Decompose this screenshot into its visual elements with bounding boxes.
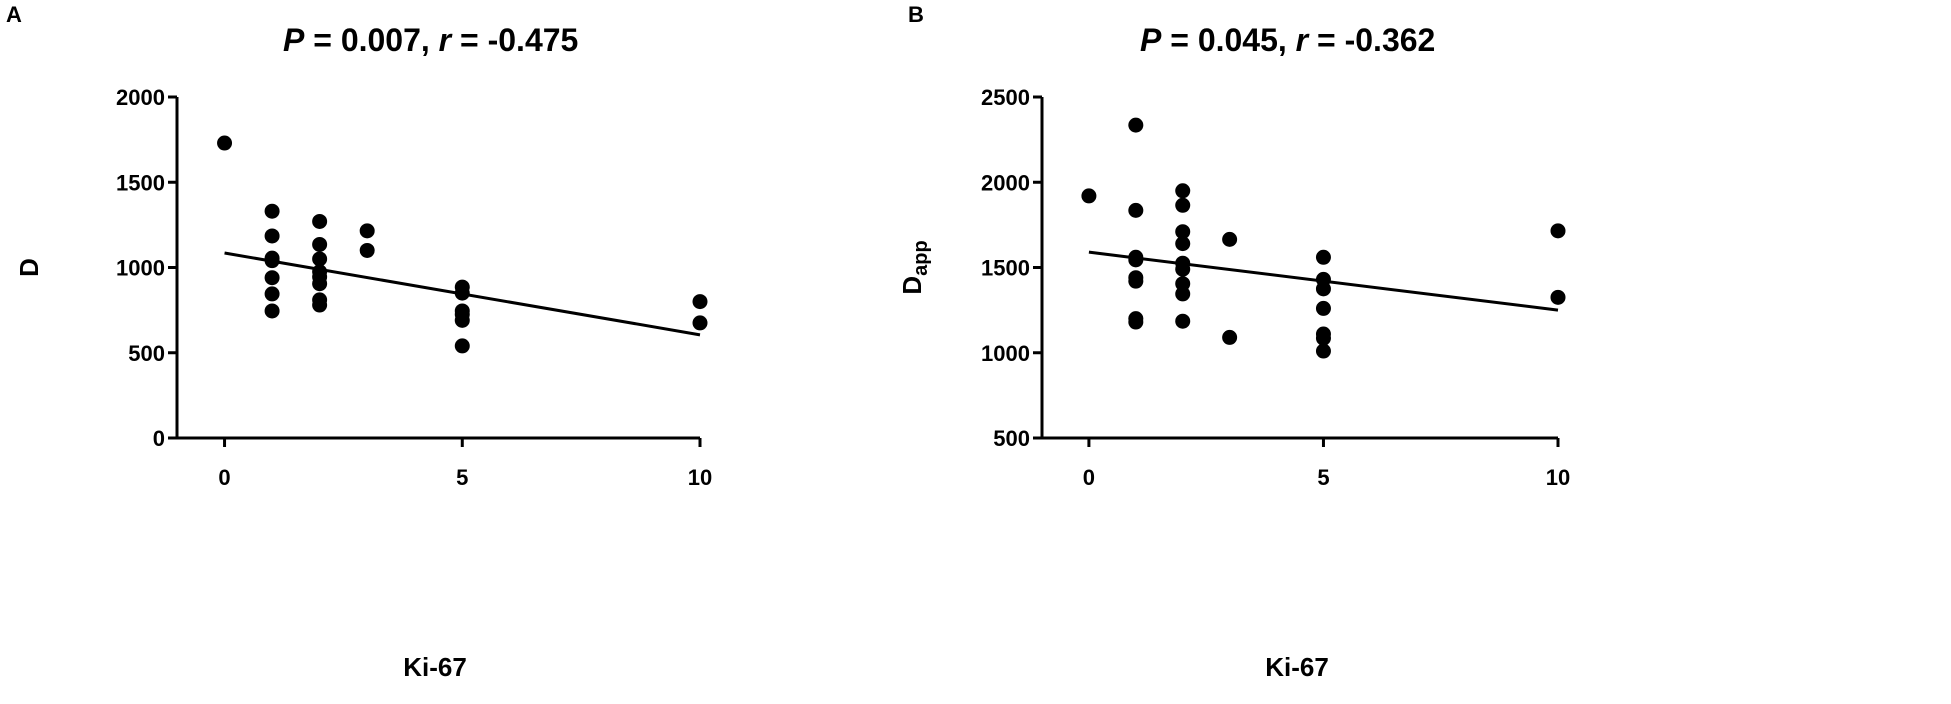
data-point <box>1175 224 1191 240</box>
x-tick-label: 5 <box>1317 465 1329 490</box>
y-tick-label: 2500 <box>981 85 1030 110</box>
r-value: = -0.475 <box>451 22 579 58</box>
data-point <box>1550 289 1566 305</box>
y-axis-label-main: D <box>14 258 44 277</box>
data-point <box>312 251 328 267</box>
chart-panel-a: A P = 0.007, r = -0.475 0 500 1000 1500 2000… <box>0 0 975 704</box>
data-point <box>1175 183 1191 199</box>
data-point <box>1128 202 1144 218</box>
y-tick-label: 1000 <box>116 256 165 281</box>
data-point <box>1315 249 1331 265</box>
y-tick-label: 1500 <box>116 170 165 195</box>
x-tick-label: 0 <box>218 465 230 490</box>
data-point <box>692 315 708 331</box>
data-point <box>1175 286 1191 302</box>
data-point <box>1128 273 1144 289</box>
panel-label: B <box>908 2 924 27</box>
data-point <box>1128 314 1144 330</box>
data-point <box>1315 300 1331 316</box>
y-axis-label: D <box>14 258 44 277</box>
p-value: = 0.007, <box>304 22 439 58</box>
data-point <box>692 294 708 310</box>
x-tick-label: 5 <box>456 465 468 490</box>
scatter-plot-svg: 0 500 1000 1500 2000 0 5 10 Ki-67 D <box>14 85 712 682</box>
data-point <box>359 223 375 239</box>
data-point <box>1550 223 1566 239</box>
x-axis-label: Ki-67 <box>1265 652 1329 682</box>
x-tick-label: 0 <box>1083 465 1095 490</box>
y-tick-label: 0 <box>153 426 165 451</box>
r-symbol: r <box>438 22 452 58</box>
data-point <box>264 286 280 302</box>
y-tick-label: 500 <box>993 426 1030 451</box>
data-point <box>1175 261 1191 277</box>
y-axis-label-main: D <box>897 276 927 295</box>
data-point <box>1222 231 1238 247</box>
data-point <box>264 228 280 244</box>
data-point <box>359 242 375 258</box>
chart-panel-b: B P = 0.045, r = -0.362 500 1000 1500 2000 2… <box>897 0 1951 704</box>
data-point <box>1175 313 1191 329</box>
data-point <box>264 253 280 269</box>
data-point <box>1222 329 1238 345</box>
y-axis-label: Dapp <box>897 240 932 294</box>
data-point <box>454 312 470 328</box>
data-point <box>217 135 233 151</box>
y-tick-label: 2000 <box>116 85 165 110</box>
data-point <box>1128 252 1144 268</box>
data-point <box>264 303 280 319</box>
x-tick-label: 10 <box>688 465 712 490</box>
data-point <box>264 203 280 219</box>
data-point <box>312 236 328 252</box>
data-point <box>1315 330 1331 346</box>
data-point <box>1315 281 1331 297</box>
data-point <box>312 213 328 229</box>
chart-title: P = 0.045, r = -0.362 <box>1140 22 1435 59</box>
y-tick-label: 1500 <box>981 256 1030 281</box>
scatter-plot-svg: 500 1000 1500 2000 2500 0 5 10 Ki-67 Dapp <box>897 85 1570 682</box>
p-value: = 0.045, <box>1161 22 1296 58</box>
y-tick-label: 2000 <box>981 170 1030 195</box>
r-symbol: r <box>1295 22 1309 58</box>
data-point <box>454 338 470 354</box>
data-point <box>1175 197 1191 213</box>
data-point <box>1315 343 1331 359</box>
data-point <box>264 270 280 286</box>
panel-label: A <box>6 2 22 27</box>
r-value: = -0.362 <box>1308 22 1436 58</box>
x-axis-label: Ki-67 <box>403 652 467 682</box>
y-tick-label: 500 <box>128 341 165 366</box>
data-point <box>312 297 328 313</box>
p-symbol: P <box>1140 22 1162 58</box>
data-point <box>312 276 328 292</box>
x-tick-label: 10 <box>1546 465 1570 490</box>
data-point <box>1175 236 1191 252</box>
y-tick-label: 1000 <box>981 341 1030 366</box>
data-point <box>1128 117 1144 133</box>
chart-title: P = 0.007, r = -0.475 <box>283 22 578 59</box>
data-point <box>454 285 470 301</box>
data-point <box>1081 188 1097 204</box>
p-symbol: P <box>283 22 305 58</box>
y-axis-label-subscript: app <box>910 240 932 276</box>
